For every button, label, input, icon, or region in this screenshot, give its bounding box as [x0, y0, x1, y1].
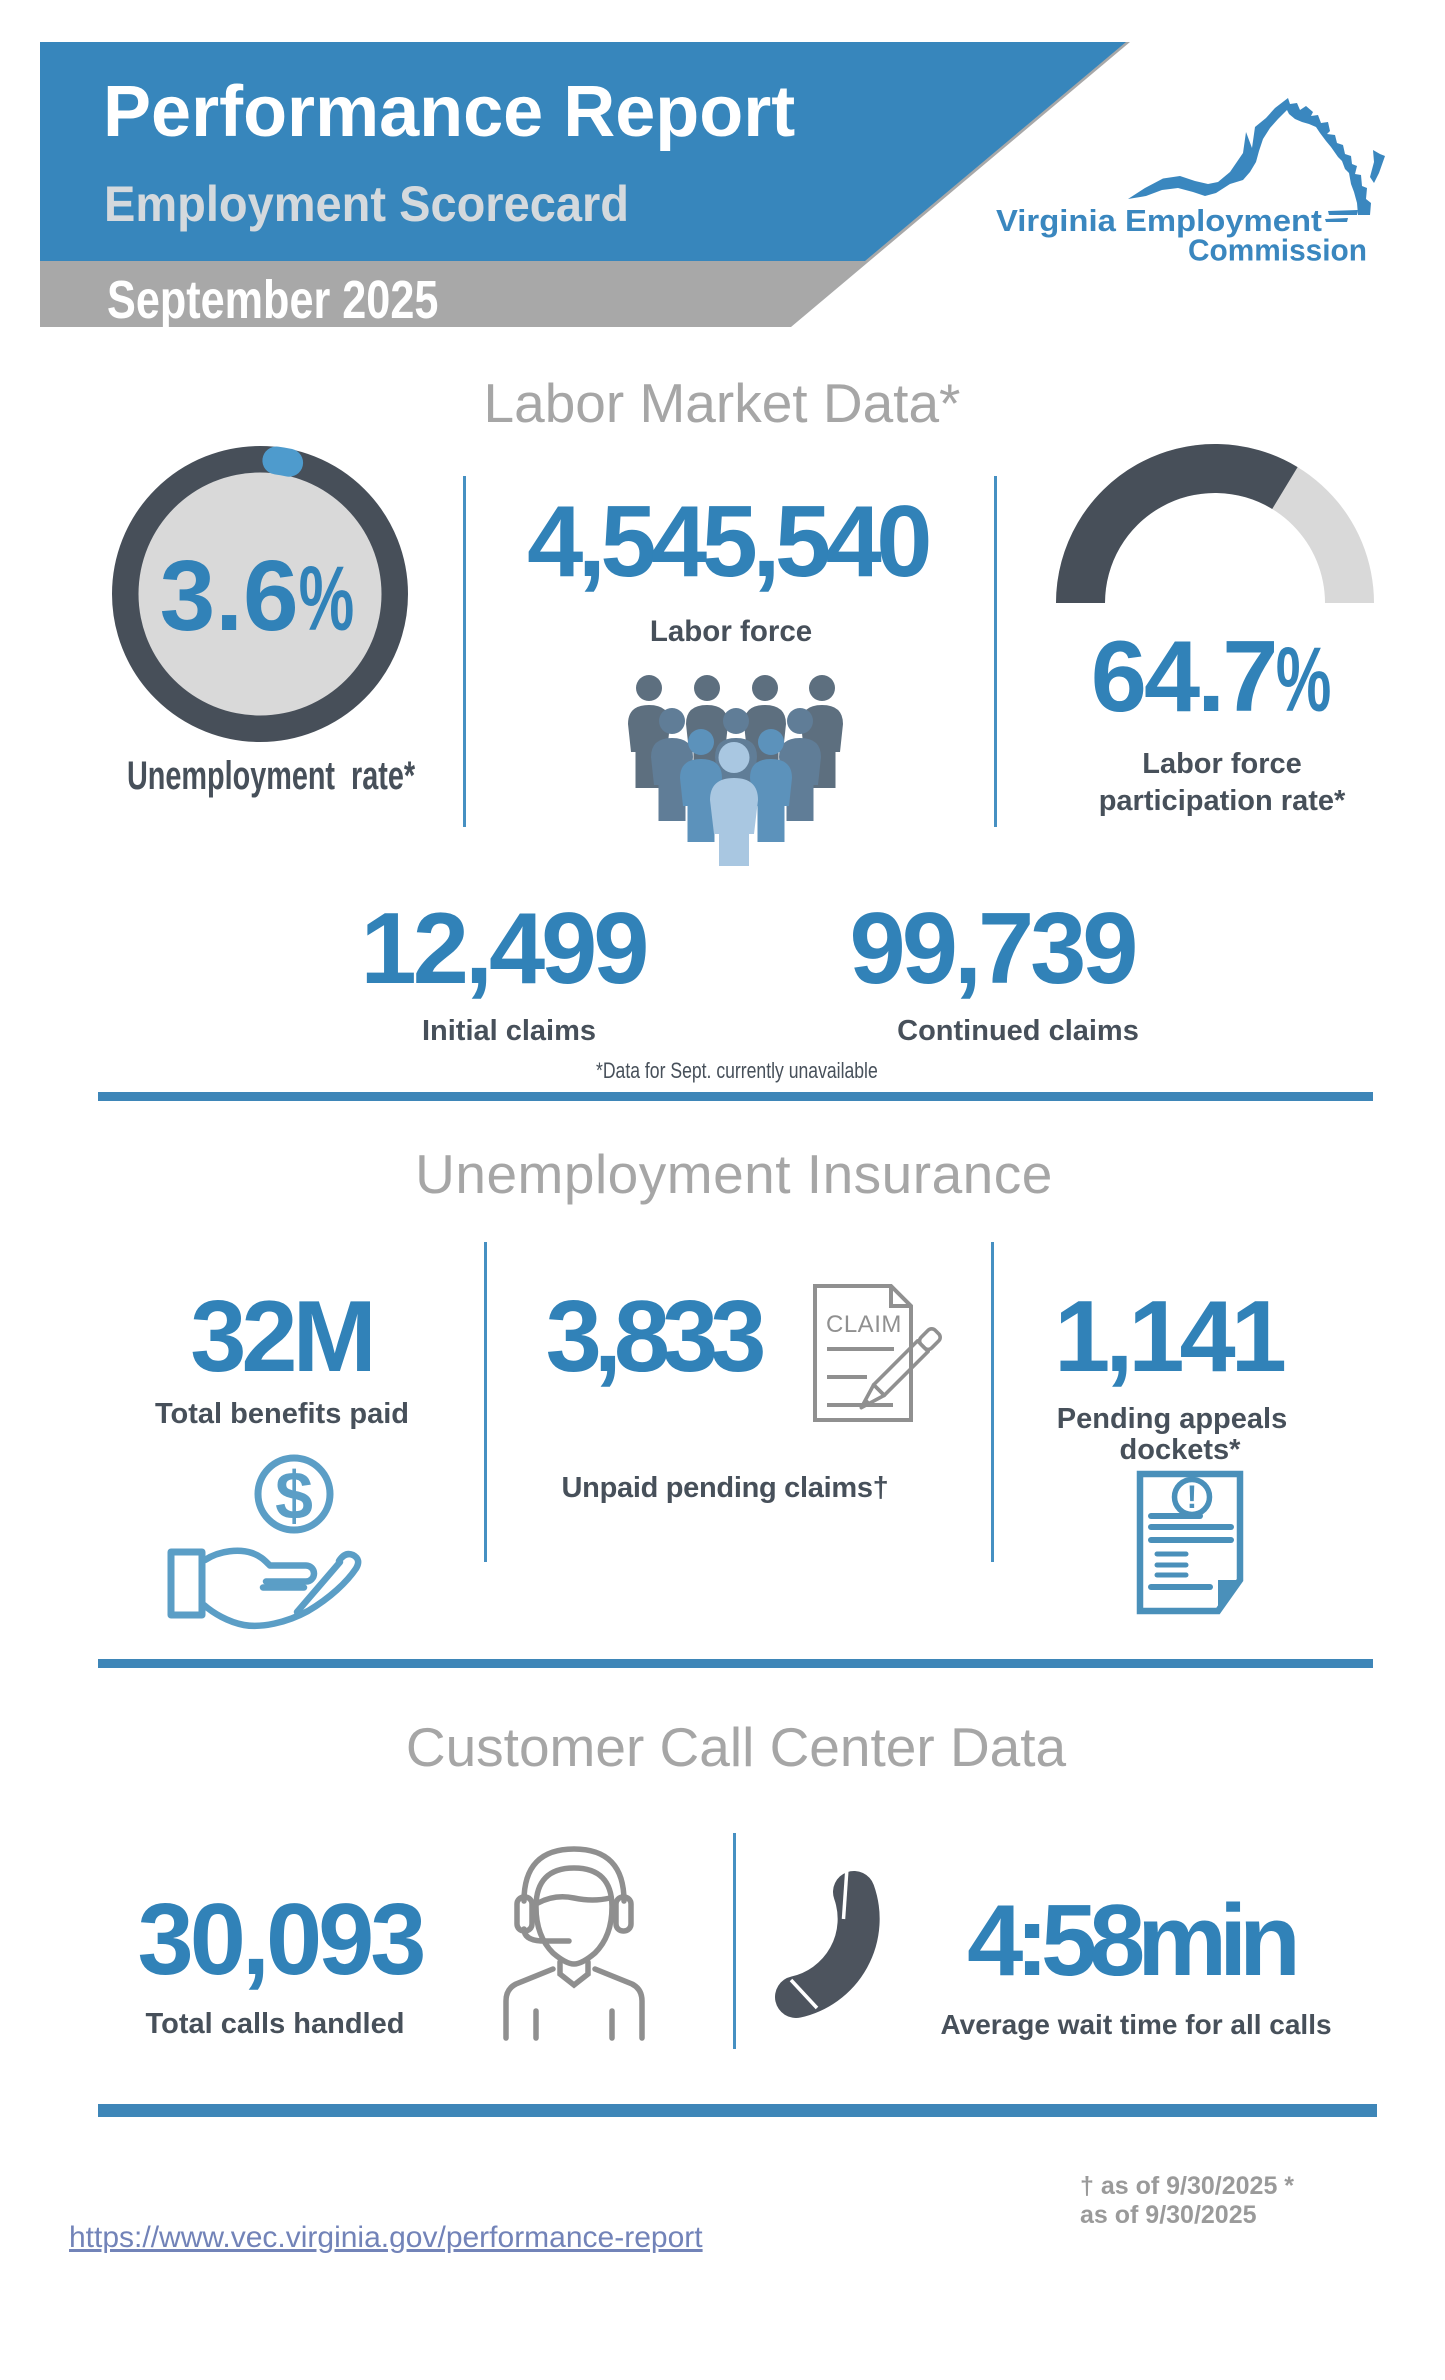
svg-text:$: $ [275, 1458, 313, 1534]
svg-text:Virginia Employment: Virginia Employment [996, 203, 1322, 238]
svg-text:CLAIM: CLAIM [826, 1311, 902, 1338]
svg-text:!: ! [1187, 1479, 1198, 1515]
svg-text:Commission: Commission [1188, 233, 1367, 268]
